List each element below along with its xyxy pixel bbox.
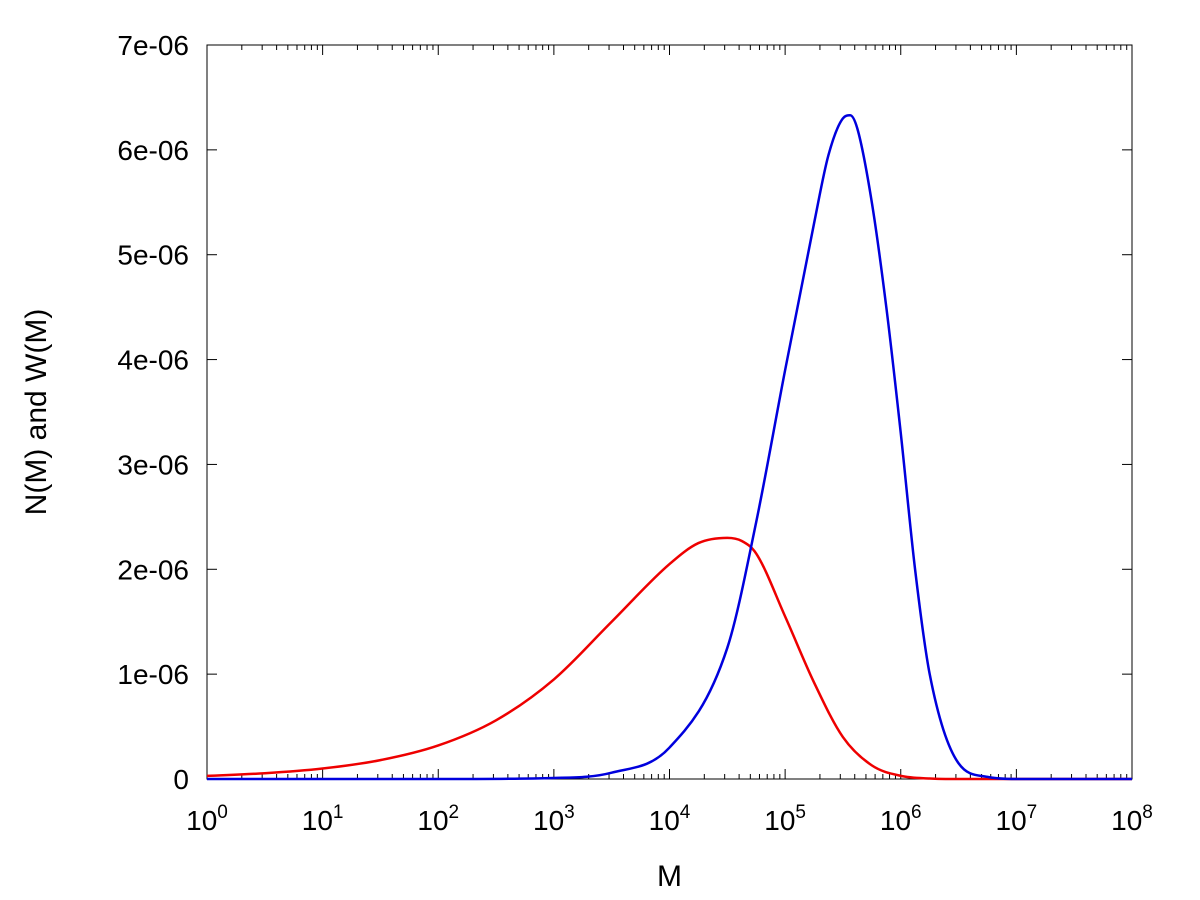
x-tick-label: 102	[417, 802, 459, 836]
y-tick-label: 6e-06	[117, 135, 189, 166]
series-layer	[206, 114, 1132, 781]
y-tick-label: 0	[173, 764, 189, 795]
x-tick-exponent: 1	[333, 802, 344, 823]
x-tick-label: 107	[996, 802, 1038, 836]
x-tick-base: 10	[533, 805, 564, 836]
x-tick-label: 104	[649, 802, 691, 836]
x-tick-label: 103	[533, 802, 575, 836]
x-tick-exponent: 6	[911, 802, 922, 823]
x-tick-label: 105	[764, 802, 806, 836]
x-tick-exponent: 0	[217, 802, 228, 823]
y-tick-label: 5e-06	[117, 240, 189, 271]
plot-frame	[206, 44, 1133, 780]
x-axis-title: M	[657, 860, 682, 893]
x-tick-exponent: 2	[449, 802, 460, 823]
x-tick-base: 10	[996, 805, 1027, 836]
x-tick-label: 101	[302, 802, 344, 836]
y-tick-label: 4e-06	[117, 345, 189, 376]
series-2-line	[207, 114, 1132, 781]
x-tick-label: 106	[880, 802, 922, 836]
y-tick-label: 7e-06	[117, 30, 189, 61]
x-ticks: 100 101 102 103 104 105 106 107 108	[186, 45, 1153, 836]
series-1-line	[206, 536, 1132, 781]
y-tick-label: 1e-06	[117, 659, 189, 690]
x-tick-base: 10	[302, 805, 333, 836]
x-tick-exponent: 3	[564, 802, 575, 823]
x-tick-label: 108	[1111, 802, 1153, 836]
x-tick-exponent: 4	[680, 802, 691, 823]
x-tick-base: 10	[764, 805, 795, 836]
x-tick-base: 10	[186, 805, 217, 836]
x-tick-base: 10	[1111, 805, 1142, 836]
x-tick-exponent: 8	[1142, 802, 1153, 823]
y-ticks: 0 1e-06 2e-06 3e-06 4e-06 5e-06 6e-06 7e-06	[117, 30, 1132, 795]
x-tick-base: 10	[649, 805, 680, 836]
x-tick-exponent: 5	[795, 802, 806, 823]
y-axis-title: N(M) and W(M)	[20, 309, 53, 516]
x-tick-exponent: 7	[1027, 802, 1038, 823]
y-tick-label: 3e-06	[117, 449, 189, 480]
x-tick-base: 10	[880, 805, 911, 836]
x-tick-label: 100	[186, 802, 228, 836]
y-tick-label: 2e-06	[117, 554, 189, 585]
x-tick-base: 10	[417, 805, 448, 836]
